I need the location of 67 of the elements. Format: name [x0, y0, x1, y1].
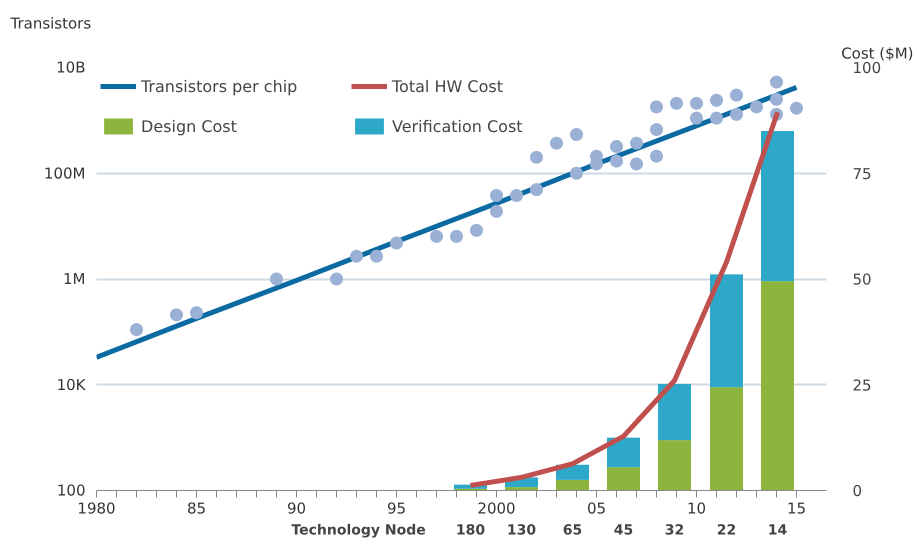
point [490, 188, 503, 202]
point [650, 123, 663, 136]
y2-tick-label: 25 [852, 376, 872, 394]
text: 14 [768, 522, 788, 538]
y2-tick-label: 75 [852, 164, 872, 183]
y-tick-label: 100 [56, 482, 86, 500]
x-tick-label: 85 [186, 500, 206, 518]
point [610, 154, 623, 168]
point [350, 250, 363, 263]
point [550, 136, 563, 150]
point [170, 308, 183, 322]
point [430, 230, 443, 243]
point [650, 150, 663, 163]
text: Technology Node [291, 522, 426, 538]
point [190, 306, 203, 320]
point [450, 230, 463, 243]
point [750, 100, 763, 114]
y-axis-title: Transistors [10, 14, 92, 32]
point [690, 112, 703, 125]
text: 180 [456, 522, 486, 538]
point [770, 76, 783, 89]
point [690, 96, 703, 110]
point [790, 102, 803, 115]
y2-tick-label: 0 [852, 482, 862, 500]
point [570, 128, 583, 142]
y-tick-label: 100M [44, 164, 86, 182]
point [670, 96, 683, 110]
y2-tick-label: 50 [852, 270, 872, 288]
legend-label: Verification Cost [392, 116, 524, 138]
point [730, 108, 743, 121]
x-tick-label: 15 [786, 500, 806, 518]
point [630, 157, 643, 170]
x-tick-label: 10 [686, 500, 706, 518]
point [330, 272, 343, 286]
text: 32 [664, 522, 684, 538]
y-tick-label: 10B [56, 58, 86, 76]
x-tick-label: 1980 [77, 500, 116, 518]
point [390, 236, 403, 250]
point [490, 204, 503, 218]
point [770, 92, 783, 106]
point [710, 112, 723, 125]
point [730, 88, 743, 102]
point [130, 323, 143, 336]
x-tick-label: 90 [286, 500, 306, 518]
y-tick-label: 10K [56, 376, 87, 394]
point [470, 224, 483, 237]
point [530, 183, 543, 196]
x-tick-label: 95 [386, 500, 406, 518]
point [530, 150, 543, 164]
point [630, 136, 643, 150]
point [510, 188, 523, 202]
x-tick-label: 05 [586, 500, 606, 518]
legend-label: Total HW Cost [392, 76, 504, 98]
point [370, 250, 383, 263]
text: 22 [716, 522, 736, 538]
point [270, 272, 283, 286]
point [650, 100, 663, 114]
text: 65 [562, 522, 582, 538]
text: 45 [614, 522, 634, 538]
point [610, 140, 623, 154]
legend-label: Design Cost [141, 116, 238, 138]
point [710, 94, 723, 107]
x-tick-label: 2000 [477, 500, 516, 518]
text: 130 [506, 522, 536, 538]
legend-label: Transistors per chip [141, 76, 298, 98]
y-tick-label: 1M [63, 270, 86, 288]
point [570, 166, 583, 180]
